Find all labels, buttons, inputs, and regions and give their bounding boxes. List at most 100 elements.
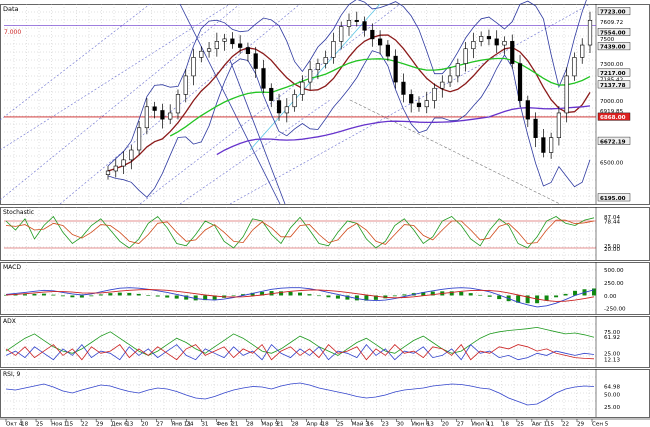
trend-line [349,99,561,205]
candle-body [238,43,243,48]
macd-histogram-bar [60,295,65,297]
candle-body [136,127,142,151]
panel-title-price: Data [3,5,19,13]
macd-signal-line [5,289,595,302]
macd-histogram-bar [79,295,84,298]
candle-body [245,47,251,54]
x-tick-label: 23 [382,422,390,427]
price-tag [597,28,631,36]
y-tick-price: 7000.00 [600,99,624,105]
trend-line [229,59,286,205]
y-tick-stochastic: 87.04 [604,215,620,221]
macd-histogram-bar [184,295,189,300]
macd-histogram-bar [554,295,559,298]
candle-body [393,55,398,83]
macd-histogram-bar [373,295,378,300]
candle-body [222,38,227,42]
trend-line [0,3,231,151]
bollinger-upper [107,0,587,167]
macd-histogram-bar [22,294,27,296]
y-tick-price: 7609.72 [600,20,623,26]
macd-histogram-bar [165,295,170,298]
stochastic-k-line [5,215,595,249]
trend-line [139,3,401,205]
macd-histogram-bar [592,288,596,296]
y-tick-adx: 12.13 [604,358,620,364]
price-tag [597,80,631,89]
panel-title-adx: ADX [3,318,16,325]
x-tick-label: 15 [547,422,555,427]
candle-body [113,165,118,172]
candle-body [564,75,569,114]
candle-body [572,57,577,77]
x-tick-label: Май 3 [352,421,370,427]
macd-histogram-bar [260,291,265,296]
y-tick-price: 7217.00 [600,71,626,77]
macd-histogram-bar [13,294,18,296]
y-tick-macd: 0.00 [604,294,617,300]
macd-histogram-bar [231,295,236,297]
macd-histogram-bar [41,293,46,296]
y-tick-macd: 250.00 [604,281,624,287]
candle-body [206,48,212,52]
x-tick-label: 18 [322,422,330,427]
candle-body [269,87,274,101]
price-tag [597,68,631,77]
x-tick-label: 15 [66,422,74,427]
y-tick-price: 7300.00 [600,62,624,68]
candle-body [510,41,515,64]
x-tick-label: Ноя 1 [51,422,68,427]
candle-body [129,149,134,161]
rsi-rsi-line [5,382,595,406]
x-tick-label: 27 [156,422,164,427]
x-tick-label: Фев 7 [216,422,233,427]
x-tick-label: 27 [457,422,465,427]
y-tick-adx: 75.00 [604,330,620,336]
candle-body [354,20,359,22]
candle-body [455,63,460,77]
bollinger-lower [107,50,591,198]
macd-histogram-bar [392,295,397,297]
x-tick-label: Апр 4 [307,422,324,427]
x-tick-label: Сен 5 [592,422,609,427]
price-tag [597,193,631,202]
candle-body [463,48,468,64]
y-tick-rsi: 64.98 [604,384,620,390]
x-tick-label: 18 [21,422,29,427]
macd-histogram-bar [335,295,340,299]
y-tick-price: 7554.00 [600,31,626,37]
macd-histogram-bar [203,295,208,301]
candle-body [199,50,204,58]
y-tick-price: 6672.19 [600,139,626,145]
ma-fast-line [107,34,591,172]
trend-line [229,3,591,205]
candle-body [541,137,546,153]
candle-body [580,44,585,58]
y-tick-stochastic: 20.00 [604,247,620,253]
candle-body [105,170,111,175]
price-tag [597,136,631,145]
y-tick-price: 7723.00 [600,10,626,16]
x-tick-label: 18 [502,422,510,427]
macd-histogram-bar [449,291,454,296]
macd-histogram-bar [326,295,331,298]
macd-histogram-bar [316,295,321,297]
macd-histogram-bar [51,294,56,296]
macd-histogram-bar [459,291,464,296]
x-tick-label: 20 [442,422,450,427]
candle-body [261,68,266,89]
candle-body [346,20,352,27]
macd-histogram-bar [345,295,350,300]
x-tick-label: Мар 9 [261,422,279,427]
y-tick-stochastic: 78.44 [604,219,620,225]
chart-marks [4,0,596,406]
macd-histogram-bar [250,292,255,296]
macd-histogram-bar [89,295,94,297]
candle-body [517,63,523,101]
candle-body [292,94,297,108]
x-tick-label: 13 [126,422,134,427]
x-tick-label: 28 [291,422,299,427]
candle-body [160,110,165,120]
macd-histogram-bar [146,295,151,296]
x-tick-label: 31 [201,422,209,427]
